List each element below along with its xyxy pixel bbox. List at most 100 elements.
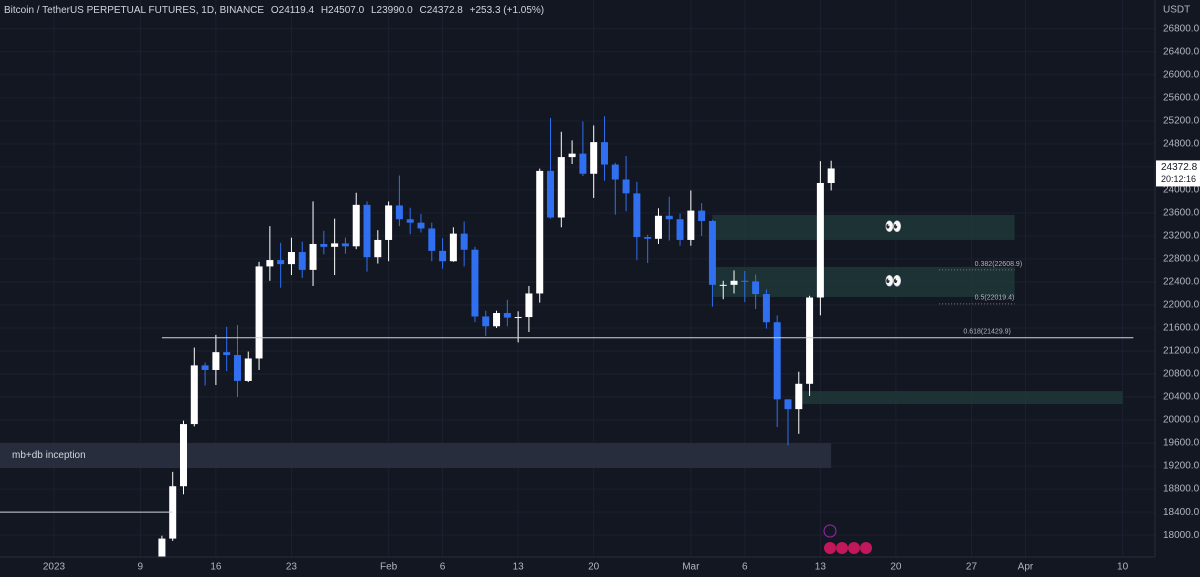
y-tick-label: 19200.0	[1163, 461, 1200, 472]
x-tick-label: Apr	[1018, 562, 1034, 573]
candle-body	[665, 215, 673, 220]
x-tick-label: 10	[1117, 562, 1129, 573]
candle-body	[482, 316, 490, 327]
x-tick-label: 2023	[43, 562, 66, 573]
candle-body	[277, 260, 285, 265]
y-tick-label: 23600.0	[1163, 208, 1200, 219]
zone-label: 👀	[885, 273, 902, 289]
x-tick-label: 20	[890, 562, 902, 573]
candle-body	[741, 280, 749, 282]
candle-body	[493, 313, 501, 327]
zone	[798, 391, 1123, 405]
candle-body	[719, 284, 727, 286]
open: O24119.4	[271, 5, 315, 16]
symbol: Bitcoin / TetherUS PERPETUAL FUTURES, 1D…	[4, 5, 264, 16]
y-tick-label: 22400.0	[1163, 277, 1200, 288]
flag-icon	[836, 542, 848, 554]
candle-body	[244, 358, 252, 381]
candle-body	[579, 153, 587, 174]
flag-icon	[860, 542, 872, 554]
candle-body	[417, 222, 425, 229]
candle-body	[762, 294, 770, 323]
y-tick-label: 18000.0	[1163, 530, 1200, 541]
candle-body	[449, 233, 457, 262]
candle-body	[557, 157, 565, 218]
x-tick-label: 23	[286, 562, 298, 573]
y-tick-label: 18800.0	[1163, 484, 1200, 495]
candle-body	[266, 260, 274, 267]
candle-body	[806, 297, 814, 384]
candle-body	[395, 205, 403, 220]
candle-body	[708, 220, 716, 285]
candle-body	[795, 383, 803, 410]
candle-body	[536, 170, 544, 294]
candle-body	[730, 280, 738, 285]
x-tick-label: 13	[815, 562, 827, 573]
candle-body	[374, 239, 382, 258]
y-tick-label: 19600.0	[1163, 438, 1200, 449]
candle-body	[784, 399, 792, 410]
close: C24372.8	[419, 5, 463, 16]
last-price-box	[1156, 160, 1200, 187]
countdown: 20:12:16	[1161, 174, 1196, 184]
zone	[0, 443, 832, 469]
x-tick-label: Feb	[380, 562, 398, 573]
y-tick-label: 18400.0	[1163, 507, 1200, 518]
x-tick-label: 20	[588, 562, 600, 573]
candle-body	[363, 204, 371, 258]
time-axis	[0, 557, 1155, 577]
candle-body	[233, 355, 241, 381]
candle-body	[287, 252, 295, 265]
candle-body	[611, 164, 619, 180]
x-tick-label: 27	[966, 562, 978, 573]
candle-body	[255, 266, 263, 359]
candle-body	[752, 281, 760, 295]
candle-body	[428, 228, 436, 251]
candle-body	[698, 210, 706, 221]
flag-icon	[824, 542, 836, 554]
candle-body	[654, 215, 662, 239]
candle-body	[568, 153, 576, 158]
candle-body	[773, 322, 781, 400]
candle-body	[298, 252, 306, 270]
candle-body	[827, 168, 835, 184]
y-tick-label: 20400.0	[1163, 392, 1200, 403]
header: Bitcoin / TetherUS PERPETUAL FUTURES, 1D…	[4, 5, 544, 16]
zone	[712, 266, 1015, 297]
y-tick-label: 21600.0	[1163, 323, 1200, 334]
y-tick-label: 26400.0	[1163, 46, 1200, 57]
candle-body	[223, 352, 231, 356]
fib-label: 0.5(22019.4)	[975, 295, 1015, 302]
x-tick-label: 16	[210, 562, 222, 573]
candle-body	[600, 142, 608, 165]
y-tick-label: 26800.0	[1163, 23, 1200, 34]
flag-icon	[848, 542, 860, 554]
candle-body	[471, 249, 479, 317]
candle-body	[212, 352, 220, 370]
candle-body	[439, 250, 447, 262]
candle-body	[406, 219, 414, 223]
candle-body	[590, 142, 598, 174]
candles	[158, 116, 835, 575]
high: H24507.0	[321, 5, 365, 16]
candle-body	[331, 243, 339, 247]
candle-body	[622, 179, 630, 194]
candle-body	[201, 365, 209, 370]
price-axis	[1155, 0, 1200, 577]
x-tick-label: 6	[440, 562, 446, 573]
low: L23990.0	[371, 5, 413, 16]
zone-label: 👀	[885, 218, 902, 234]
fib-label: 0.382(22608.9)	[975, 261, 1022, 268]
candle-body	[158, 538, 166, 568]
y-tick-label: 22000.0	[1163, 300, 1200, 311]
y-tick-label: 24000.0	[1163, 185, 1200, 196]
y-tick-label: 25200.0	[1163, 115, 1200, 126]
y-tick-label: 24800.0	[1163, 138, 1200, 149]
x-tick-label: 9	[138, 562, 144, 573]
y-tick-label: 20000.0	[1163, 415, 1200, 426]
zones: mb+db inception 👀 👀	[0, 214, 1123, 469]
candle-body	[525, 293, 533, 318]
y-tick-label: 23200.0	[1163, 231, 1200, 242]
